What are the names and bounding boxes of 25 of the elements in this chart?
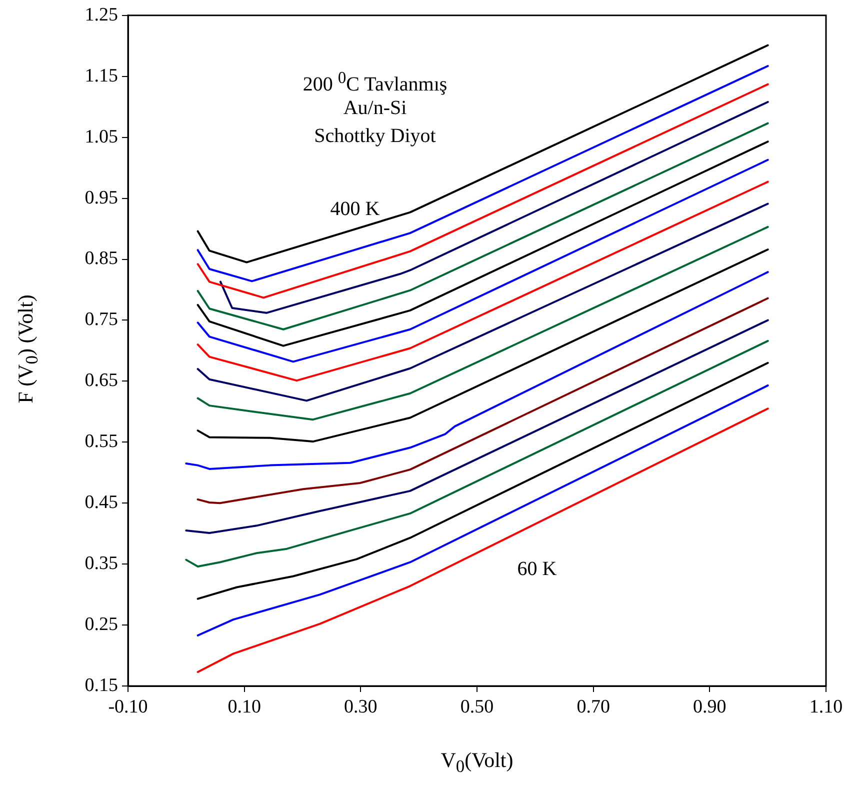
y-tick-label: 1.05 [84, 126, 118, 148]
annotation: 60 K [517, 557, 557, 581]
x-tick-label: 0.70 [576, 696, 610, 718]
annotation: Au/n-Si [343, 96, 407, 120]
y-tick-label: 0.35 [84, 553, 118, 574]
x-axis-title: V$_{0}$(Volt) [440, 748, 514, 778]
x-tick-label: 0.50 [460, 696, 494, 718]
x-tick-label: 1.10 [809, 696, 843, 718]
annotation: 400 K [330, 197, 380, 221]
y-tick-label: 0.55 [84, 431, 118, 452]
y-tick-label: 0.15 [84, 674, 118, 696]
x-tick-label: 0.90 [693, 696, 726, 718]
x-tick-label: 0.10 [228, 696, 261, 718]
y-tick-label: 0.95 [84, 187, 118, 208]
y-tick-label: 0.75 [84, 309, 118, 330]
annotation: 200 $^{0}$C Tavlanmış [302, 68, 448, 97]
annotation: Schottky Diyot [314, 124, 436, 148]
y-tick-label: 0.65 [84, 370, 118, 392]
x-tick-label: 0.30 [344, 696, 378, 718]
y-tick-label: 1.25 [84, 4, 118, 26]
y-tick-label: 0.45 [84, 492, 118, 514]
y-tick-label: 1.15 [84, 65, 118, 86]
y-tick-label: 0.25 [84, 614, 118, 636]
x-tick-label: -0.10 [108, 696, 148, 718]
y-tick-label: 0.85 [84, 248, 118, 270]
